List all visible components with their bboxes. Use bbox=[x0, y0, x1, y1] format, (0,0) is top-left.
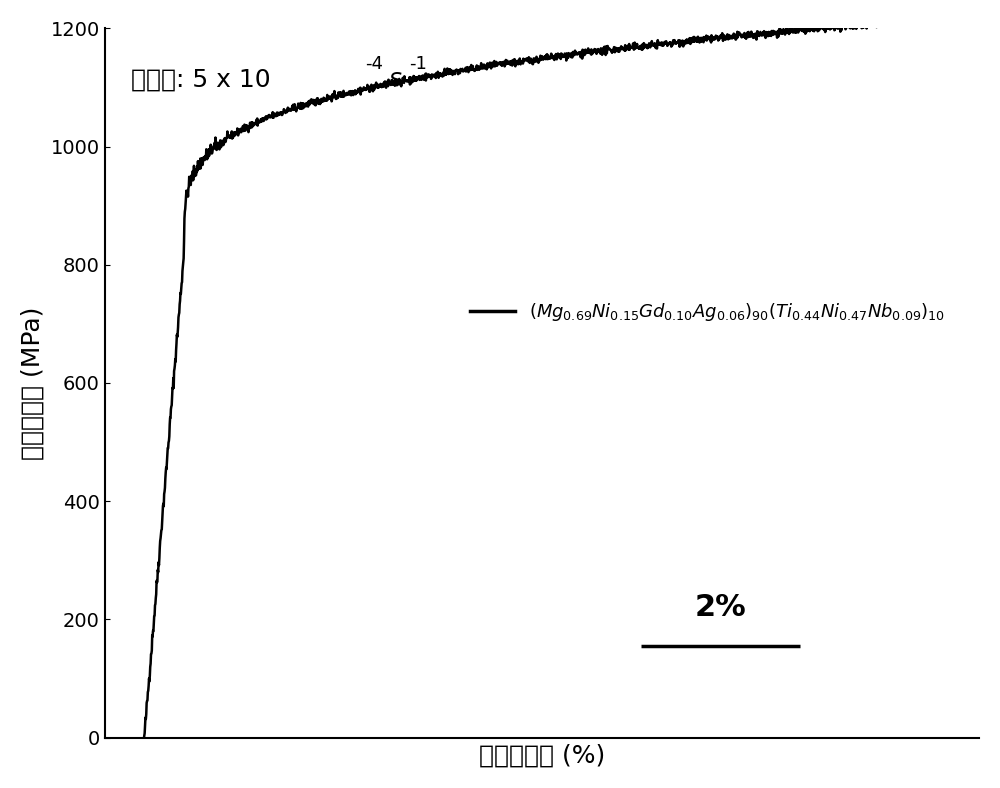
Text: s: s bbox=[389, 67, 402, 91]
Text: 2%: 2% bbox=[695, 593, 747, 623]
X-axis label: 压缩真应变 (%): 压缩真应变 (%) bbox=[479, 743, 605, 768]
Text: -4: -4 bbox=[365, 54, 383, 72]
Y-axis label: 压缩真应力 (MPa): 压缩真应力 (MPa) bbox=[21, 307, 45, 459]
Legend: $(Mg_{0.69}Ni_{0.15}Gd_{0.10}Ag_{0.06})_{90}(Ti_{0.44}Ni_{0.47}Nb_{0.09})_{10}$: $(Mg_{0.69}Ni_{0.15}Gd_{0.10}Ag_{0.06})_… bbox=[463, 294, 953, 330]
Text: 应变率: 5 x 10: 应变率: 5 x 10 bbox=[131, 67, 270, 91]
Text: -1: -1 bbox=[409, 54, 427, 72]
